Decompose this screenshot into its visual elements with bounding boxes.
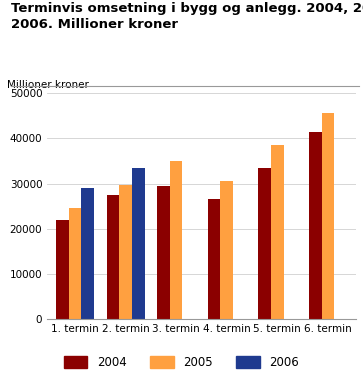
Legend: 2004, 2005, 2006: 2004, 2005, 2006: [59, 352, 304, 374]
Bar: [208, 200, 220, 319]
Bar: [170, 161, 183, 319]
Bar: [220, 181, 233, 319]
Text: Terminvis omsetning i bygg og anlegg. 2004, 2005 og
2006. Millioner kroner: Terminvis omsetning i bygg og anlegg. 20…: [11, 2, 363, 31]
Bar: [81, 188, 94, 319]
Bar: [56, 220, 69, 319]
Text: Millioner kroner: Millioner kroner: [7, 79, 89, 90]
Bar: [69, 208, 81, 319]
Bar: [157, 186, 170, 319]
Bar: [309, 131, 322, 319]
Bar: [119, 185, 132, 319]
Bar: [132, 168, 144, 319]
Bar: [107, 195, 119, 319]
Bar: [258, 168, 271, 319]
Bar: [322, 114, 334, 319]
Bar: [271, 145, 284, 319]
